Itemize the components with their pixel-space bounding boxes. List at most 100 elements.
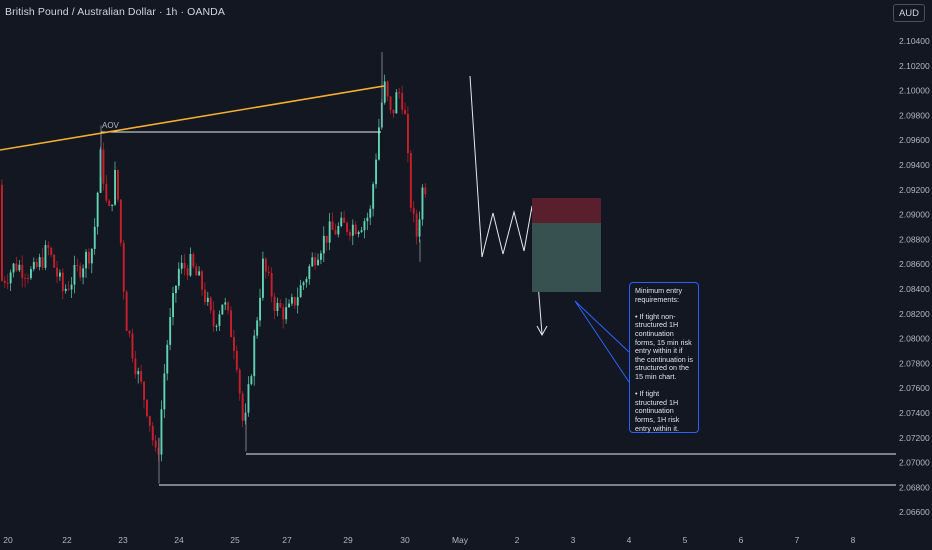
bear-candle — [346, 222, 348, 233]
bull-candle — [9, 272, 12, 284]
bear-candle — [131, 333, 134, 359]
time-tick-label: 29 — [343, 535, 353, 545]
bull-candle — [285, 307, 288, 320]
bear-candle — [267, 271, 270, 273]
bear-candle — [314, 257, 317, 266]
bull-candle — [247, 384, 250, 413]
bear-candle — [76, 265, 79, 267]
time-tick-label: 22 — [62, 535, 72, 545]
bull-candle — [85, 251, 87, 269]
bull-candle — [175, 285, 177, 294]
bull-candle — [250, 376, 253, 385]
entry-requirements-note[interactable]: Minimum entry requirements: • If tight n… — [629, 282, 699, 433]
bull-candle — [111, 204, 114, 206]
bear-candle — [125, 291, 128, 331]
time-tick-label: 20 — [3, 535, 13, 545]
bear-candle — [21, 264, 24, 278]
bull-candle — [18, 264, 21, 271]
bull-candle — [308, 266, 311, 279]
bear-candle — [279, 302, 282, 308]
bull-candle — [137, 371, 140, 375]
bear-candle — [331, 221, 334, 230]
currency-button[interactable]: AUD — [893, 4, 925, 22]
stop-loss-zone[interactable] — [532, 198, 601, 223]
bull-candle — [395, 92, 398, 114]
bull-candle — [172, 293, 174, 318]
note-pointer — [574, 300, 630, 383]
bear-candle — [47, 245, 50, 248]
bull-candle — [357, 231, 360, 235]
bull-candle — [12, 263, 15, 273]
bull-candle — [180, 262, 183, 269]
bull-candle — [99, 149, 102, 193]
bull-candle — [93, 226, 96, 249]
bear-candle — [1, 184, 3, 281]
bull-candle — [322, 235, 325, 254]
bear-candle — [157, 447, 160, 455]
price-tick-label: 2.07400 — [899, 408, 930, 418]
bull-candle — [38, 257, 41, 267]
bull-candle — [291, 297, 293, 304]
bull-candle — [288, 303, 290, 308]
bear-candle — [56, 267, 58, 277]
price-tick-label: 2.09200 — [899, 185, 930, 195]
bear-candle — [61, 272, 64, 292]
bull-candle — [30, 269, 32, 279]
trendline[interactable] — [0, 85, 385, 151]
chart-title: British Pound / Australian Dollar · 1h ·… — [5, 6, 225, 18]
bull-candle — [253, 335, 256, 377]
projection-path[interactable] — [469, 75, 543, 335]
bear-candle — [334, 229, 337, 235]
bull-candle — [96, 192, 99, 227]
time-tick-label: 6 — [739, 535, 744, 545]
price-tick-label: 2.09800 — [899, 110, 930, 120]
bear-candle — [386, 81, 389, 97]
bear-candle — [67, 288, 70, 290]
take-profit-zone[interactable] — [532, 223, 601, 292]
bear-candle — [325, 235, 328, 243]
bear-candle — [293, 297, 296, 306]
price-axis[interactable]: 2.10400 2.10200 2.10000 2.09800 2.09600 2.094… — [899, 36, 930, 517]
time-tick-label: 30 — [400, 535, 410, 545]
time-tick-label: 23 — [118, 535, 128, 545]
bear-candle — [140, 371, 143, 382]
bear-candle — [235, 350, 238, 370]
bear-candle — [230, 310, 232, 338]
bear-candle — [134, 358, 137, 375]
bull-candle — [70, 284, 73, 290]
price-tick-label: 2.10200 — [899, 61, 930, 71]
price-tick-label: 2.10400 — [899, 36, 930, 46]
bull-candle — [276, 302, 279, 311]
bear-candle — [24, 277, 27, 279]
bear-candle — [122, 242, 125, 292]
bear-candle — [201, 271, 203, 290]
price-tick-label: 2.09400 — [899, 160, 930, 170]
aov-label: AOV — [102, 121, 119, 130]
bear-candle — [343, 217, 346, 223]
bear-candle — [204, 289, 206, 303]
bull-candle — [369, 208, 372, 218]
bear-candle — [53, 254, 56, 268]
bull-candle — [44, 245, 47, 268]
price-tick-label: 2.07000 — [899, 458, 930, 468]
price-tick-label: 2.08400 — [899, 284, 930, 294]
bull-candle — [206, 297, 209, 303]
bear-candle — [401, 93, 404, 110]
bull-candle — [305, 278, 308, 283]
bull-candle — [320, 253, 322, 260]
time-tick-label: 7 — [795, 535, 800, 545]
bear-candle — [119, 199, 122, 243]
time-tick-label: 5 — [683, 535, 688, 545]
bear-candle — [389, 96, 392, 110]
time-axis[interactable]: 20 22 23 24 25 27 29 30 May 2 3 4 5 6 7 8 — [3, 535, 855, 545]
bear-candle — [50, 247, 53, 255]
bear-candle — [349, 232, 351, 236]
bull-candle — [32, 261, 35, 270]
bull-candle — [244, 412, 247, 421]
bear-candle — [241, 393, 244, 421]
bull-candle — [114, 170, 116, 205]
bull-candle — [296, 297, 299, 306]
bull-candle — [421, 187, 424, 220]
price-tick-label: 2.08000 — [899, 334, 930, 344]
